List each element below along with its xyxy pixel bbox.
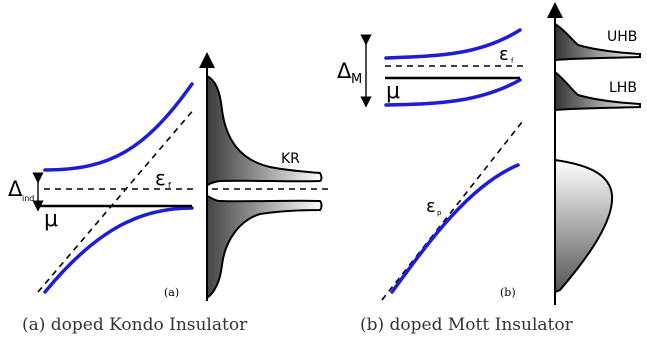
mu-label-b: μ — [386, 79, 400, 104]
panel-a: Δ ind μ ε f KR (a) — [8, 52, 330, 301]
caption-b: (b) doped Mott Insulator — [360, 315, 574, 335]
p-band-curve — [390, 163, 520, 294]
fermi-label-b-epsilon: ε — [499, 44, 509, 65]
p-band-label-epsilon: ε — [426, 196, 436, 217]
gap-label-delta: Δ — [8, 177, 23, 201]
dos-lower-lobe — [206, 194, 323, 301]
sublabel-b: (b) — [500, 286, 516, 299]
p-band-dashed — [381, 121, 523, 301]
kondo-resonance-label: KR — [281, 151, 300, 167]
mott-gap-label-delta: Δ — [337, 59, 352, 83]
dos-upper-lobe — [206, 74, 323, 187]
fermi-label-epsilon: ε — [155, 166, 166, 190]
panel-b: Δ M μ ε f ε p UHB LHB (b) — [337, 2, 641, 305]
caption-a: (a) doped Kondo Insulator — [22, 315, 248, 335]
fermi-label-b-sub: f — [511, 57, 514, 65]
mu-label: μ — [44, 207, 58, 232]
lower-hybrid-band — [43, 206, 194, 294]
lhb-dos-lobe — [554, 69, 641, 112]
uhb-dos-lobe — [554, 22, 641, 62]
p-band-label-sub: p — [437, 209, 442, 217]
bare-conduction-band-dashed — [37, 107, 196, 293]
lower-hubbard-band-curve — [384, 78, 522, 107]
gap-label-sub: ind — [22, 194, 34, 203]
upper-hubbard-band-curve — [384, 28, 522, 60]
lhb-label: LHB — [609, 80, 637, 96]
fermi-label-sub: f — [168, 181, 171, 190]
p-band-dos-lobe — [554, 158, 614, 294]
upper-hybrid-band — [43, 82, 194, 172]
sublabel-a: (a) — [164, 286, 179, 299]
uhb-label: UHB — [607, 29, 637, 45]
mott-gap-label-sub: M — [351, 72, 362, 87]
